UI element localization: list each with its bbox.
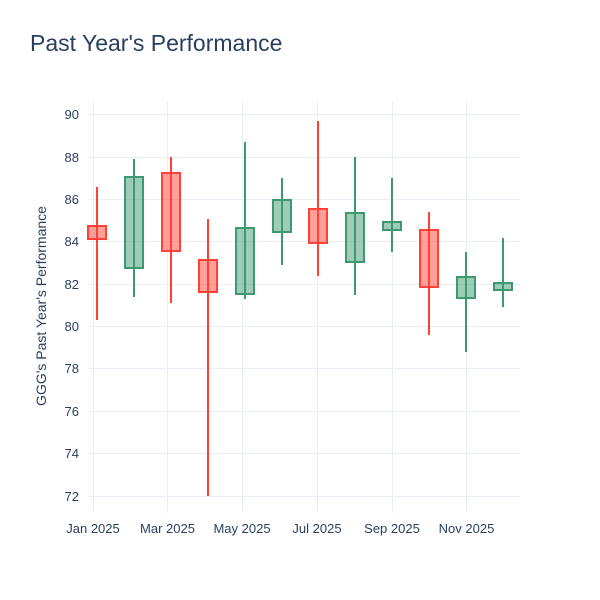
- y-gridline: [88, 410, 520, 412]
- candle-wick-nov-2025: [465, 252, 468, 352]
- candle-body-mar-2025[interactable]: [160, 171, 181, 253]
- candle-wick-apr-2025: [206, 218, 209, 497]
- x-gridline: [241, 102, 243, 513]
- candle-body-jul-2025[interactable]: [308, 207, 329, 244]
- y-tick-label: 78: [64, 361, 79, 377]
- candle-wick-jan-2025: [95, 186, 98, 321]
- x-tick-label: Mar 2025: [140, 521, 195, 536]
- y-gridline: [88, 114, 520, 116]
- x-gridline: [316, 102, 318, 513]
- candle-body-may-2025[interactable]: [234, 226, 255, 295]
- plot-area[interactable]: [88, 102, 520, 513]
- y-gridline: [88, 326, 520, 328]
- y-tick-label: 90: [64, 107, 79, 123]
- x-gridline: [167, 102, 168, 513]
- y-gridline: [88, 283, 520, 285]
- y-tick-label: 84: [64, 234, 79, 250]
- y-tick-label: 76: [64, 403, 79, 419]
- candle-body-dec-2025[interactable]: [493, 282, 514, 291]
- candle-body-apr-2025[interactable]: [197, 258, 218, 293]
- candle-wick-dec-2025: [502, 237, 505, 308]
- y-tick-label: 72: [64, 488, 79, 504]
- y-gridline: [88, 241, 520, 243]
- candle-body-jan-2025[interactable]: [86, 224, 107, 240]
- x-tick-label: May 2025: [213, 521, 271, 536]
- x-gridline: [92, 102, 94, 513]
- y-gridline: [88, 156, 520, 158]
- y-tick-label: 74: [64, 446, 79, 462]
- candle-body-feb-2025[interactable]: [123, 176, 144, 270]
- y-gridline: [88, 198, 520, 200]
- candle-wick-sep-2025: [391, 178, 394, 253]
- chart-title: Past Year's Performance: [30, 30, 283, 56]
- y-gridline: [88, 453, 520, 455]
- y-tick-label: 80: [64, 319, 79, 335]
- x-tick-label: Nov 2025: [438, 521, 495, 536]
- y-gridline: [88, 368, 520, 370]
- candle-body-aug-2025[interactable]: [345, 212, 366, 263]
- candle-wick-may-2025: [243, 142, 246, 300]
- candle-wick-jul-2025: [317, 121, 320, 276]
- x-tick-label: Sep 2025: [364, 521, 420, 536]
- y-tick-label: 82: [64, 276, 79, 292]
- y-tick-label: 86: [64, 191, 79, 207]
- x-tick-label: Jul 2025: [292, 521, 342, 536]
- x-gridline: [391, 102, 393, 513]
- y-gridline: [88, 495, 520, 497]
- candle-body-nov-2025[interactable]: [456, 275, 477, 300]
- candle-body-sep-2025[interactable]: [382, 220, 403, 232]
- y-tick-label: 88: [64, 149, 79, 165]
- x-tick-label: Jan 2025: [66, 521, 120, 536]
- candle-body-oct-2025[interactable]: [419, 229, 440, 289]
- candle-body-jun-2025[interactable]: [271, 199, 292, 234]
